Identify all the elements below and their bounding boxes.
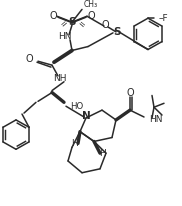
Text: H: H [100, 149, 106, 158]
Text: O: O [25, 54, 33, 64]
Text: O: O [49, 11, 57, 21]
Text: =: = [75, 18, 87, 30]
Text: S: S [68, 17, 76, 27]
Text: =: = [58, 18, 70, 30]
Text: O: O [87, 11, 95, 21]
Text: HO: HO [70, 102, 83, 111]
Text: HN: HN [58, 32, 72, 41]
Text: S: S [113, 27, 121, 37]
Text: NH: NH [53, 74, 67, 83]
Text: O: O [126, 88, 134, 97]
Text: CH₃: CH₃ [84, 0, 98, 9]
Text: H: H [72, 139, 78, 148]
Text: HN: HN [149, 115, 163, 124]
Text: N: N [82, 111, 90, 121]
Text: –F: –F [159, 14, 169, 23]
Text: O: O [101, 20, 109, 30]
